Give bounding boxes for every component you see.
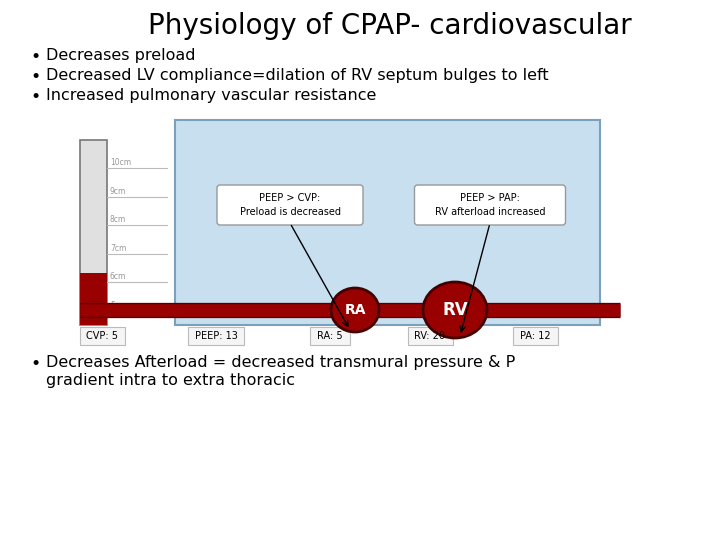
Ellipse shape	[423, 282, 487, 338]
Text: •: •	[30, 68, 40, 86]
FancyBboxPatch shape	[79, 327, 125, 345]
Text: PEEP > PAP:
RV afterload increased: PEEP > PAP: RV afterload increased	[435, 193, 545, 217]
Text: •: •	[30, 48, 40, 66]
Text: 9cm: 9cm	[110, 187, 127, 196]
Text: 7cm: 7cm	[110, 244, 127, 253]
FancyBboxPatch shape	[175, 120, 600, 325]
FancyBboxPatch shape	[408, 327, 452, 345]
Text: Decreased LV compliance=dilation of RV septum bulges to left: Decreased LV compliance=dilation of RV s…	[46, 68, 549, 83]
Text: 6cm: 6cm	[110, 272, 127, 281]
Ellipse shape	[331, 288, 379, 332]
FancyBboxPatch shape	[188, 327, 244, 345]
Text: 8cm: 8cm	[110, 215, 126, 225]
Text: CVP: 5: CVP: 5	[86, 331, 118, 341]
Text: Increased pulmonary vascular resistance: Increased pulmonary vascular resistance	[46, 88, 377, 103]
Text: RV: RV	[442, 301, 468, 319]
Text: 5cm: 5cm	[110, 301, 127, 310]
Text: Decreases preload: Decreases preload	[46, 48, 196, 63]
FancyBboxPatch shape	[310, 327, 350, 345]
Text: RV: 20: RV: 20	[415, 331, 446, 341]
Text: gradient intra to extra thoracic: gradient intra to extra thoracic	[46, 373, 295, 388]
Text: RA: 5: RA: 5	[318, 331, 343, 341]
FancyBboxPatch shape	[80, 273, 107, 325]
Text: Decreases Afterload = decreased transmural pressure & P: Decreases Afterload = decreased transmur…	[46, 355, 516, 370]
Text: RA: RA	[344, 303, 366, 317]
FancyBboxPatch shape	[80, 140, 107, 325]
Text: PEEP: 13: PEEP: 13	[194, 331, 238, 341]
FancyBboxPatch shape	[415, 185, 565, 225]
FancyBboxPatch shape	[513, 327, 557, 345]
Text: 10cm: 10cm	[110, 158, 131, 167]
Text: •: •	[30, 355, 40, 373]
Text: PA: 12: PA: 12	[520, 331, 550, 341]
Text: •: •	[30, 88, 40, 106]
Text: PEEP > CVP:
Preload is decreased: PEEP > CVP: Preload is decreased	[240, 193, 341, 217]
FancyBboxPatch shape	[217, 185, 363, 225]
Text: Physiology of CPAP- cardiovascular: Physiology of CPAP- cardiovascular	[148, 12, 632, 40]
